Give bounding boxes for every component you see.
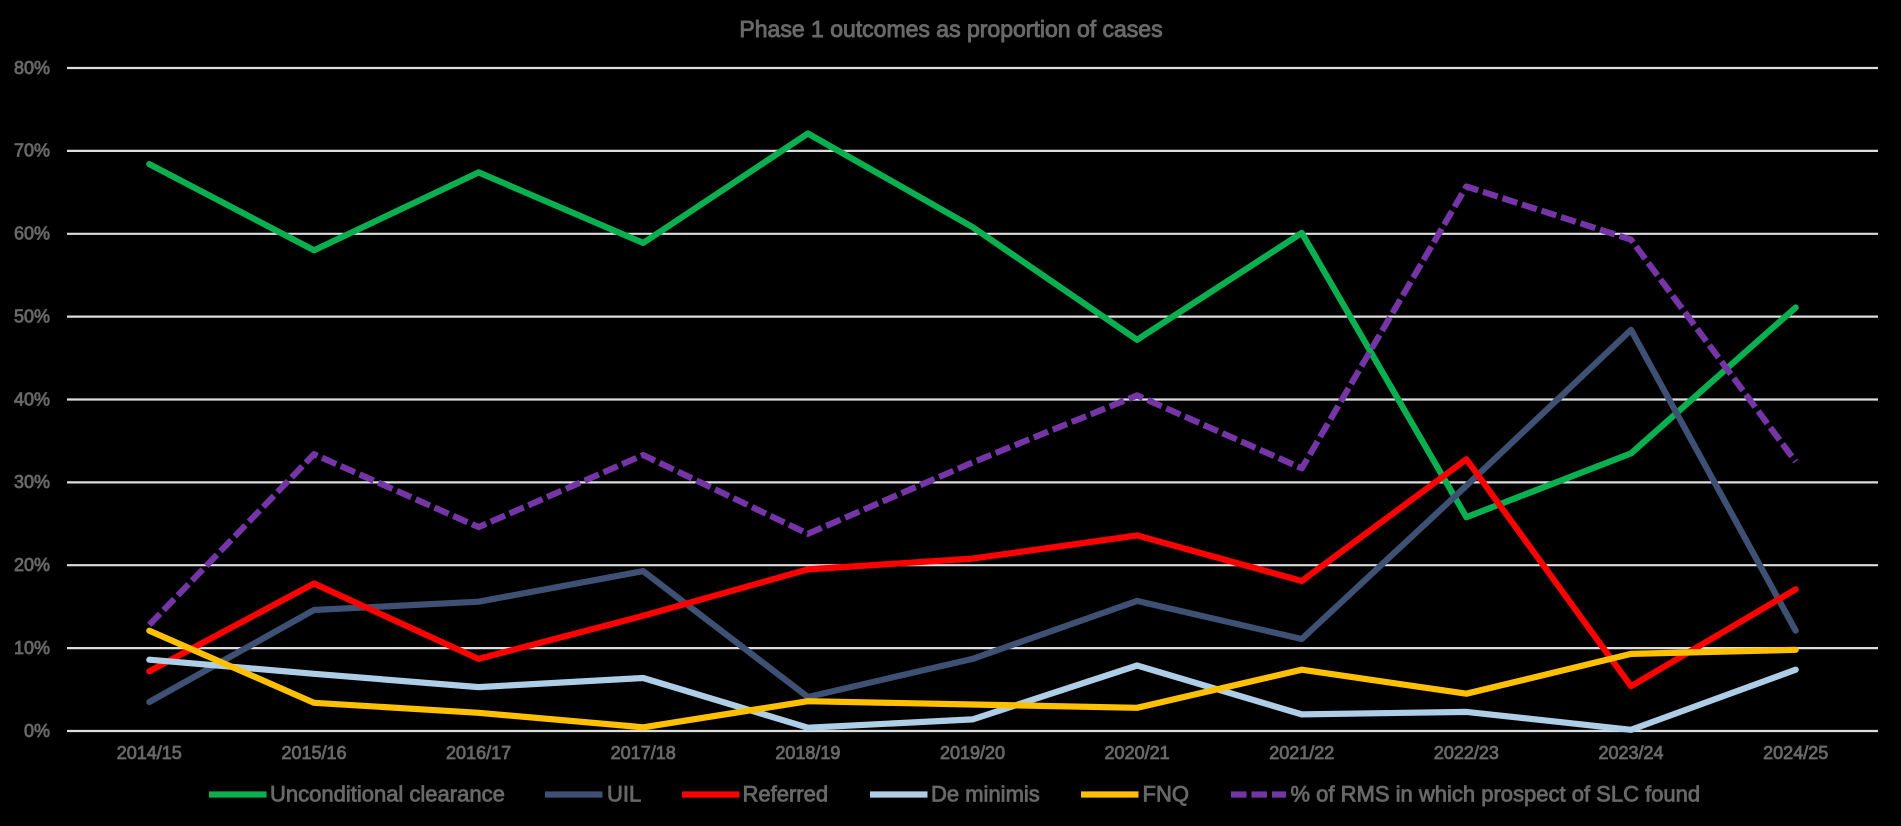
svg-text:80%: 80% <box>14 58 50 78</box>
svg-text:2023/24: 2023/24 <box>1598 743 1663 763</box>
svg-text:30%: 30% <box>14 472 50 492</box>
svg-text:60%: 60% <box>14 224 50 244</box>
svg-text:% of RMS in which prospect of: % of RMS in which prospect of SLC found <box>1291 782 1701 807</box>
svg-text:40%: 40% <box>14 389 50 409</box>
svg-text:2015/16: 2015/16 <box>281 743 346 763</box>
svg-text:Phase 1 outcomes as proportion: Phase 1 outcomes as proportion of cases <box>739 16 1162 42</box>
svg-text:2024/25: 2024/25 <box>1763 743 1828 763</box>
svg-text:10%: 10% <box>14 638 50 658</box>
svg-text:Referred: Referred <box>743 782 829 807</box>
svg-text:2020/21: 2020/21 <box>1105 743 1170 763</box>
svg-text:70%: 70% <box>14 141 50 161</box>
svg-text:2018/19: 2018/19 <box>775 743 840 763</box>
svg-text:2016/17: 2016/17 <box>446 743 511 763</box>
svg-text:FNQ: FNQ <box>1143 782 1189 807</box>
svg-text:20%: 20% <box>14 555 50 575</box>
svg-text:2021/22: 2021/22 <box>1269 743 1334 763</box>
svg-text:Unconditional clearance: Unconditional clearance <box>270 782 505 807</box>
svg-text:50%: 50% <box>14 306 50 326</box>
svg-text:2022/23: 2022/23 <box>1434 743 1499 763</box>
svg-text:2019/20: 2019/20 <box>940 743 1005 763</box>
svg-text:2017/18: 2017/18 <box>611 743 676 763</box>
svg-text:2014/15: 2014/15 <box>117 743 182 763</box>
svg-text:UIL: UIL <box>607 782 641 807</box>
svg-text:0%: 0% <box>24 721 50 741</box>
svg-text:De minimis: De minimis <box>931 782 1040 807</box>
